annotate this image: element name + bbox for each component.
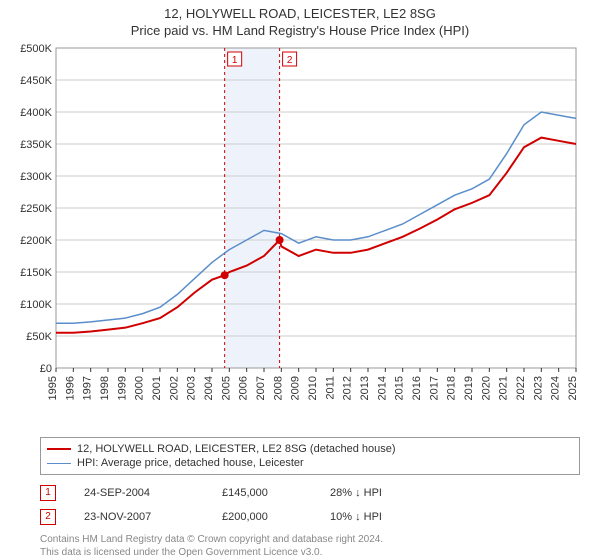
table-row: 1 24-SEP-2004 £145,000 28% ↓ HPI <box>40 481 580 505</box>
svg-text:1996: 1996 <box>64 376 76 400</box>
svg-text:1999: 1999 <box>116 376 128 400</box>
svg-text:£100K: £100K <box>20 299 52 311</box>
legend: 12, HOLYWELL ROAD, LEICESTER, LE2 8SG (d… <box>40 437 580 475</box>
legend-item: HPI: Average price, detached house, Leic… <box>47 456 573 470</box>
svg-text:2024: 2024 <box>550 376 562 400</box>
page-subtitle: Price paid vs. HM Land Registry's House … <box>0 23 600 38</box>
legend-swatch <box>47 463 71 464</box>
svg-text:2003: 2003 <box>186 376 198 400</box>
legend-swatch <box>47 448 71 450</box>
sale-date: 23-NOV-2007 <box>84 511 194 523</box>
svg-text:2002: 2002 <box>168 376 180 400</box>
svg-text:2012: 2012 <box>342 376 354 400</box>
svg-text:2000: 2000 <box>134 376 146 400</box>
svg-text:2017: 2017 <box>428 376 440 400</box>
svg-text:2011: 2011 <box>324 376 336 400</box>
svg-text:2016: 2016 <box>411 376 423 400</box>
table-row: 2 23-NOV-2007 £200,000 10% ↓ HPI <box>40 505 580 529</box>
svg-text:1997: 1997 <box>82 376 94 400</box>
svg-text:2013: 2013 <box>359 376 371 400</box>
sale-hpi: 10% ↓ HPI <box>330 511 430 523</box>
svg-text:£50K: £50K <box>26 331 52 343</box>
chart-container: £0 £50K £100K £150K £200K £250K £300K £350K £400… <box>10 44 590 429</box>
svg-text:£350K: £350K <box>20 139 52 151</box>
svg-text:2019: 2019 <box>463 376 475 400</box>
svg-text:1998: 1998 <box>99 376 111 400</box>
svg-text:2008: 2008 <box>272 376 284 400</box>
svg-text:2001: 2001 <box>151 376 163 400</box>
svg-text:2018: 2018 <box>446 376 458 400</box>
svg-text:1995: 1995 <box>47 376 59 400</box>
sales-table: 1 24-SEP-2004 £145,000 28% ↓ HPI 2 23-NO… <box>40 481 580 529</box>
svg-text:£400K: £400K <box>20 107 52 119</box>
legend-label: HPI: Average price, detached house, Leic… <box>77 457 304 469</box>
svg-text:£0: £0 <box>40 363 52 375</box>
svg-text:2005: 2005 <box>220 376 232 400</box>
svg-text:£250K: £250K <box>20 203 52 215</box>
svg-text:2: 2 <box>287 55 293 66</box>
svg-text:2004: 2004 <box>203 376 215 400</box>
attribution-line: This data is licensed under the Open Gov… <box>40 546 580 559</box>
svg-text:£500K: £500K <box>20 44 52 55</box>
svg-text:2023: 2023 <box>532 376 544 400</box>
legend-label: 12, HOLYWELL ROAD, LEICESTER, LE2 8SG (d… <box>77 443 396 455</box>
svg-text:2010: 2010 <box>307 376 319 400</box>
svg-text:£300K: £300K <box>20 171 52 183</box>
sale-date: 24-SEP-2004 <box>84 487 194 499</box>
svg-text:1: 1 <box>232 55 238 66</box>
svg-text:2007: 2007 <box>255 376 267 400</box>
svg-text:£200K: £200K <box>20 235 52 247</box>
svg-text:2009: 2009 <box>290 376 302 400</box>
sale-hpi: 28% ↓ HPI <box>330 487 430 499</box>
sale-marker-icon: 2 <box>40 509 56 525</box>
svg-text:2025: 2025 <box>567 376 579 400</box>
attribution: Contains HM Land Registry data © Crown c… <box>40 533 580 559</box>
line-chart: £0 £50K £100K £150K £200K £250K £300K £350K £400… <box>10 44 590 424</box>
attribution-line: Contains HM Land Registry data © Crown c… <box>40 533 580 546</box>
svg-text:£150K: £150K <box>20 267 52 279</box>
svg-text:2020: 2020 <box>480 376 492 400</box>
svg-text:2015: 2015 <box>394 376 406 400</box>
legend-item: 12, HOLYWELL ROAD, LEICESTER, LE2 8SG (d… <box>47 442 573 456</box>
svg-text:2006: 2006 <box>238 376 250 400</box>
svg-text:£450K: £450K <box>20 75 52 87</box>
svg-text:2014: 2014 <box>376 376 388 400</box>
sale-price: £145,000 <box>222 487 302 499</box>
sale-marker-icon: 1 <box>40 485 56 501</box>
sale-price: £200,000 <box>222 511 302 523</box>
page-title: 12, HOLYWELL ROAD, LEICESTER, LE2 8SG <box>0 6 600 21</box>
svg-text:2021: 2021 <box>498 376 510 400</box>
svg-text:2022: 2022 <box>515 376 527 400</box>
